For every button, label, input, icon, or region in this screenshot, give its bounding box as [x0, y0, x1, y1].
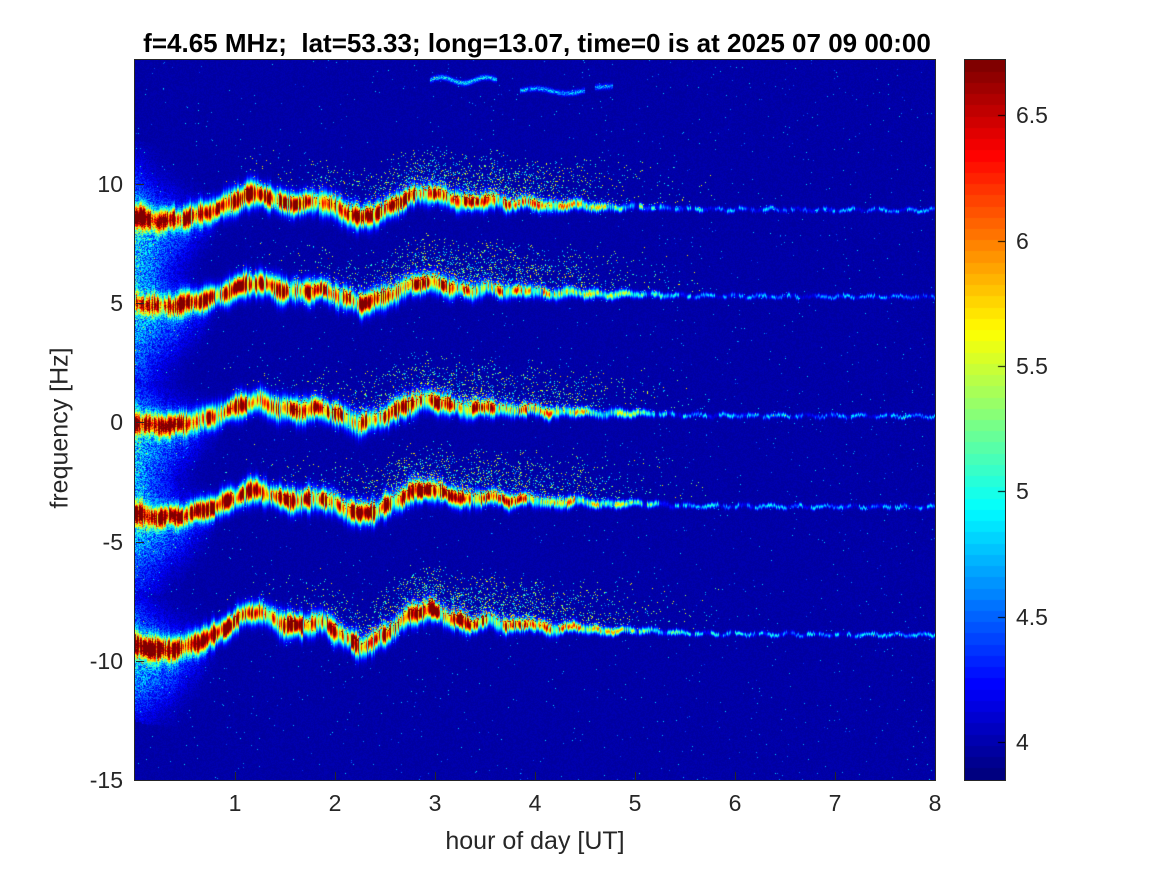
- x-tick-mark: [335, 772, 336, 780]
- y-tick-label: 0: [110, 409, 123, 436]
- x-tick-label: 2: [328, 790, 342, 816]
- x-tick-mark: [435, 772, 436, 780]
- colorbar-tick-label: 5.5: [1016, 353, 1048, 380]
- x-tick-label: 8: [928, 790, 942, 816]
- colorbar-tick-label: 4: [1016, 729, 1029, 756]
- y-tick-mark: [136, 780, 144, 781]
- y-axis-label: frequency [Hz]: [45, 347, 74, 509]
- x-tick-label: 1: [228, 790, 242, 816]
- chart-title: f=4.65 MHz; lat=53.33; long=13.07, time=…: [143, 28, 931, 58]
- x-tick-label: 5: [628, 790, 642, 816]
- x-axis-label: hour of day [UT]: [445, 827, 625, 855]
- colorbar-canvas: [965, 60, 1005, 780]
- x-tick-mark: [635, 772, 636, 780]
- x-tick-mark: [835, 772, 836, 780]
- y-tick-label: -5: [102, 528, 123, 555]
- y-tick-mark: [136, 422, 144, 424]
- y-tick-mark: [136, 183, 144, 185]
- colorbar-tick-label: 6.5: [1016, 102, 1048, 129]
- x-tick-label: 3: [428, 790, 442, 816]
- x-tick-label: 7: [828, 790, 842, 816]
- x-tick-mark: [235, 772, 236, 780]
- colorbar-tick-label: 4.5: [1016, 603, 1048, 630]
- colorbar: [964, 59, 1006, 781]
- y-tick-label: 10: [97, 170, 123, 197]
- x-tick-label: 6: [728, 790, 742, 816]
- y-tick-mark: [136, 303, 144, 305]
- x-tick-label: 4: [528, 790, 542, 816]
- y-tick-label: 5: [110, 290, 123, 317]
- y-tick-label: -15: [89, 767, 123, 793]
- spectrogram-canvas: [135, 60, 935, 780]
- y-tick-mark: [136, 660, 144, 662]
- x-tick-mark: [735, 772, 736, 780]
- x-tick-mark: [935, 772, 936, 780]
- y-tick-label: -10: [89, 647, 123, 674]
- plot-area: [134, 59, 936, 781]
- y-tick-mark: [136, 541, 144, 543]
- colorbar-tick-label: 5: [1016, 478, 1029, 505]
- x-tick-mark: [535, 772, 536, 780]
- colorbar-tick-label: 6: [1016, 227, 1029, 254]
